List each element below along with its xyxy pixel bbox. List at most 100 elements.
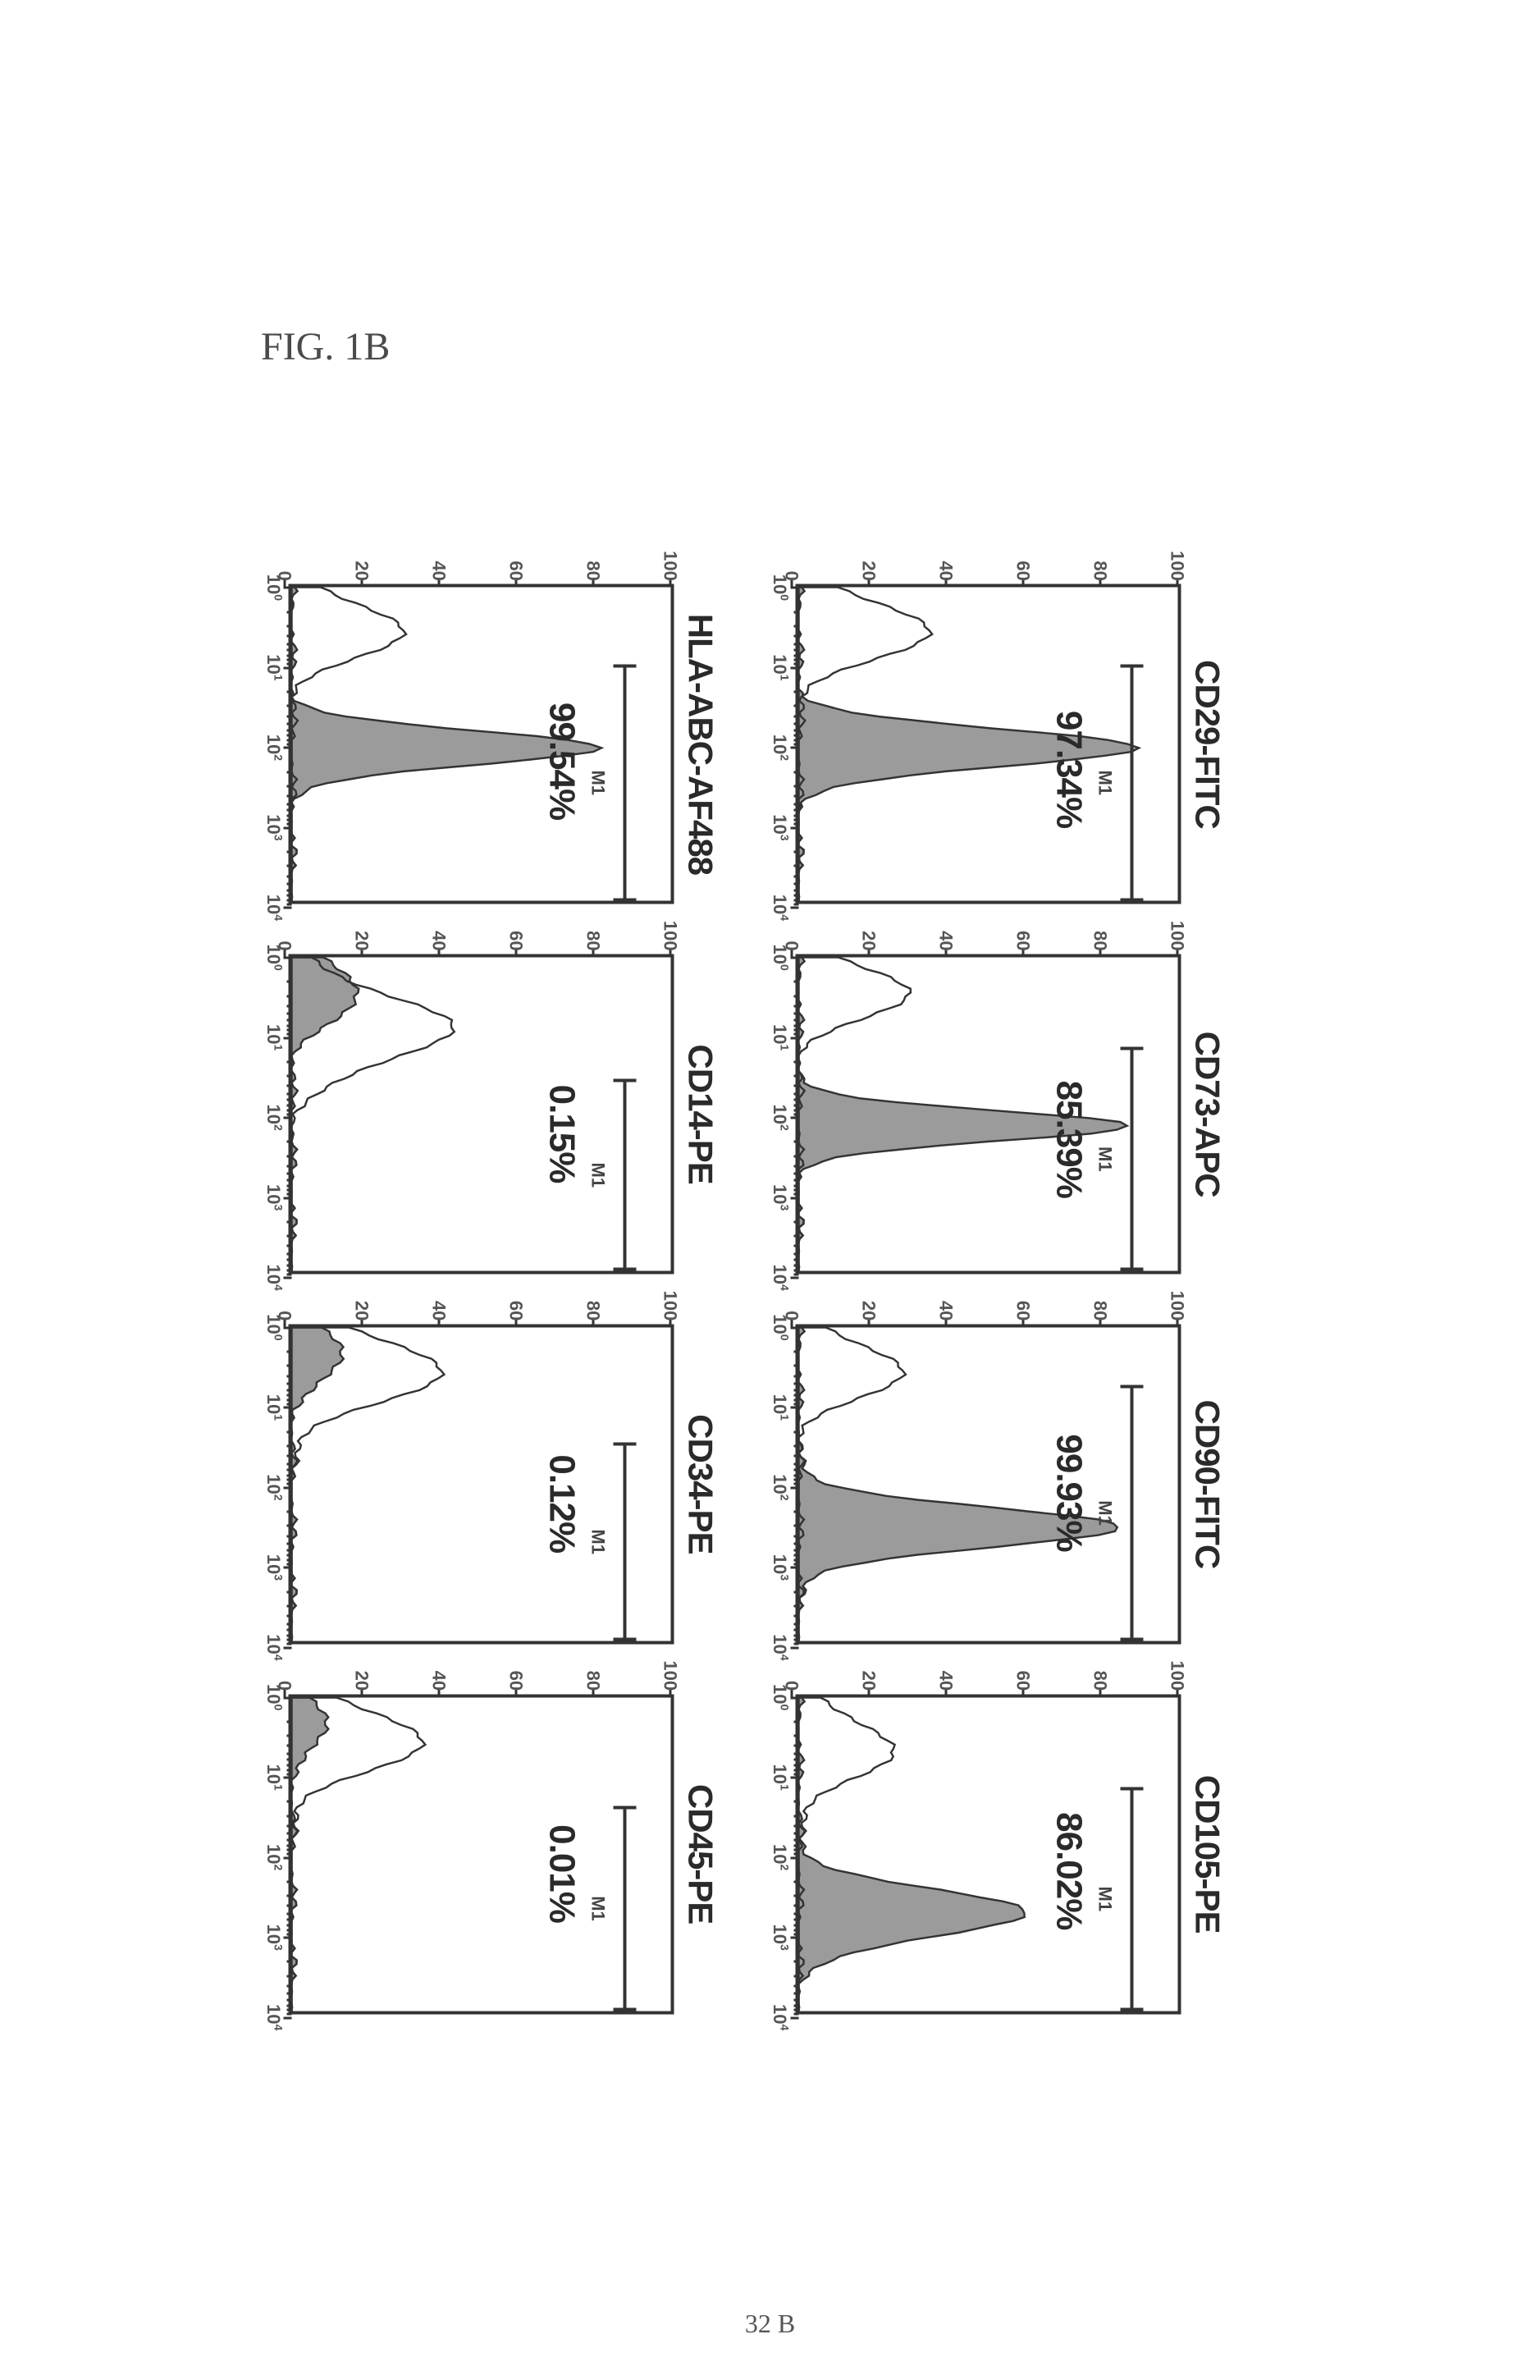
percent-label: 0.12% bbox=[542, 1454, 583, 1553]
gate-label: M1 bbox=[587, 770, 609, 795]
panel-title: CD45-PE bbox=[681, 1784, 720, 1924]
x-tick bbox=[791, 1037, 799, 1039]
y-tick-label: 80 bbox=[583, 1650, 604, 1691]
x-minor-tick bbox=[287, 903, 292, 905]
histogram-svg bbox=[799, 1697, 1178, 2011]
x-minor-tick bbox=[287, 2013, 292, 2016]
histogram-chart: 020406080100100101102103104M186.02% bbox=[796, 1694, 1181, 2014]
histogram-panel: CD90-FITC020406080100100101102103104M199… bbox=[741, 1307, 1227, 1662]
histogram-svg bbox=[292, 958, 671, 1271]
y-tick-label: 40 bbox=[428, 910, 450, 951]
x-tick bbox=[284, 1696, 292, 1699]
x-tick-label: 100 bbox=[263, 1314, 285, 1340]
y-tick-label: 20 bbox=[858, 910, 880, 951]
panel-title: CD105-PE bbox=[1188, 1775, 1227, 1934]
x-tick bbox=[284, 1646, 292, 1649]
y-tick-label: 80 bbox=[583, 1279, 604, 1320]
x-tick-label: 101 bbox=[770, 1024, 792, 1050]
x-tick bbox=[284, 907, 292, 909]
x-tick-label: 104 bbox=[770, 2004, 792, 2030]
panel-title: CD73-APC bbox=[1188, 1032, 1227, 1197]
panel-title: CD29-FITC bbox=[1188, 660, 1227, 829]
x-minor-tick bbox=[794, 1643, 799, 1645]
histogram-panel: CD73-APC020406080100100101102103104M185.… bbox=[741, 936, 1227, 1292]
y-tick-label: 20 bbox=[351, 910, 372, 951]
x-tick bbox=[284, 957, 292, 959]
histogram-chart: 020406080100100101102103104M10.15% bbox=[289, 954, 674, 1275]
x-minor-tick bbox=[287, 1273, 292, 1275]
y-tick-label: 80 bbox=[1090, 1279, 1111, 1320]
y-tick-label: 20 bbox=[858, 1279, 880, 1320]
x-minor-tick bbox=[794, 903, 799, 905]
y-tick-label: 40 bbox=[428, 1279, 450, 1320]
x-tick-label: 100 bbox=[770, 1314, 792, 1340]
x-tick-label: 101 bbox=[770, 654, 792, 680]
histogram-panel: CD105-PE020406080100100101102103104M186.… bbox=[741, 1677, 1227, 2032]
percent-label: 99.93% bbox=[1049, 1434, 1090, 1551]
x-tick bbox=[284, 1037, 292, 1039]
y-tick-label: 100 bbox=[1167, 1650, 1188, 1691]
histogram-chart: 020406080100100101102103104M185.39% bbox=[796, 954, 1181, 1275]
x-tick-label: 103 bbox=[770, 1554, 792, 1581]
x-tick bbox=[791, 907, 799, 909]
y-tick-label: 60 bbox=[505, 1279, 527, 1320]
y-tick-label: 60 bbox=[1012, 540, 1034, 581]
gate-marker: M1 bbox=[1131, 1385, 1134, 1641]
x-tick bbox=[791, 1326, 799, 1329]
page-number: 32 B bbox=[745, 2309, 795, 2339]
x-tick bbox=[791, 1646, 799, 1649]
histogram-panel: CD45-PE020406080100100101102103104M10.01… bbox=[235, 1677, 721, 2032]
x-tick bbox=[791, 1777, 799, 1779]
x-tick bbox=[791, 747, 799, 749]
stained-histogram bbox=[292, 1327, 344, 1641]
gate-marker: M1 bbox=[624, 1806, 627, 2012]
gate-label: M1 bbox=[1094, 770, 1116, 795]
y-tick-label: 80 bbox=[1090, 540, 1111, 581]
histogram-panel: CD29-FITC020406080100100101102103104M197… bbox=[741, 567, 1227, 922]
x-tick-label: 102 bbox=[263, 1474, 285, 1500]
stained-histogram bbox=[292, 958, 359, 1271]
x-tick-label: 101 bbox=[263, 1764, 285, 1790]
x-tick bbox=[284, 1486, 292, 1489]
x-tick bbox=[284, 1117, 292, 1119]
y-tick-label: 100 bbox=[660, 910, 681, 951]
x-tick-label: 101 bbox=[263, 1024, 285, 1050]
histogram-chart: 020406080100100101102103104M197.34% bbox=[796, 584, 1181, 904]
histogram-panel: HLA-ABC-AF488020406080100100101102103104… bbox=[235, 567, 721, 922]
x-tick-label: 101 bbox=[263, 1394, 285, 1421]
y-tick-label: 60 bbox=[505, 1650, 527, 1691]
x-tick-label: 103 bbox=[263, 1924, 285, 1950]
histogram-svg bbox=[799, 588, 1178, 901]
percent-label: 86.02% bbox=[1049, 1812, 1090, 1929]
x-minor-tick bbox=[794, 1273, 799, 1275]
x-tick bbox=[791, 1937, 799, 1939]
x-tick-label: 101 bbox=[770, 1764, 792, 1790]
y-tick-label: 100 bbox=[660, 540, 681, 581]
histogram-chart: 020406080100100101102103104M10.12% bbox=[289, 1324, 674, 1644]
y-tick-label: 100 bbox=[1167, 910, 1188, 951]
histogram-svg bbox=[292, 1697, 671, 2011]
x-tick-label: 100 bbox=[770, 1684, 792, 1710]
panel-title: CD14-PE bbox=[681, 1044, 720, 1183]
y-tick-label: 60 bbox=[505, 540, 527, 581]
y-tick-label: 60 bbox=[1012, 1650, 1034, 1691]
percent-label: 99.54% bbox=[542, 703, 583, 820]
histogram-grid-container: CD29-FITC020406080100100101102103104M197… bbox=[0, 803, 1463, 1796]
x-tick-label: 102 bbox=[263, 1844, 285, 1870]
gate-marker: M1 bbox=[1131, 1047, 1134, 1271]
gate-marker: M1 bbox=[1131, 664, 1134, 901]
x-tick-label: 103 bbox=[263, 1554, 285, 1581]
x-tick-label: 100 bbox=[770, 574, 792, 601]
x-tick bbox=[284, 747, 292, 749]
histogram-grid: CD29-FITC020406080100100101102103104M197… bbox=[235, 567, 1227, 2032]
y-tick-label: 20 bbox=[858, 1650, 880, 1691]
x-tick-label: 100 bbox=[263, 1684, 285, 1710]
y-tick-label: 40 bbox=[428, 540, 450, 581]
gate-label: M1 bbox=[587, 1896, 609, 1921]
y-tick-label: 80 bbox=[1090, 1650, 1111, 1691]
x-tick bbox=[284, 666, 292, 669]
x-tick-label: 100 bbox=[770, 944, 792, 970]
gate-marker: M1 bbox=[1131, 1787, 1134, 2011]
x-minor-tick bbox=[287, 1643, 292, 1645]
histogram-chart: 020406080100100101102103104M199.93% bbox=[796, 1324, 1181, 1644]
